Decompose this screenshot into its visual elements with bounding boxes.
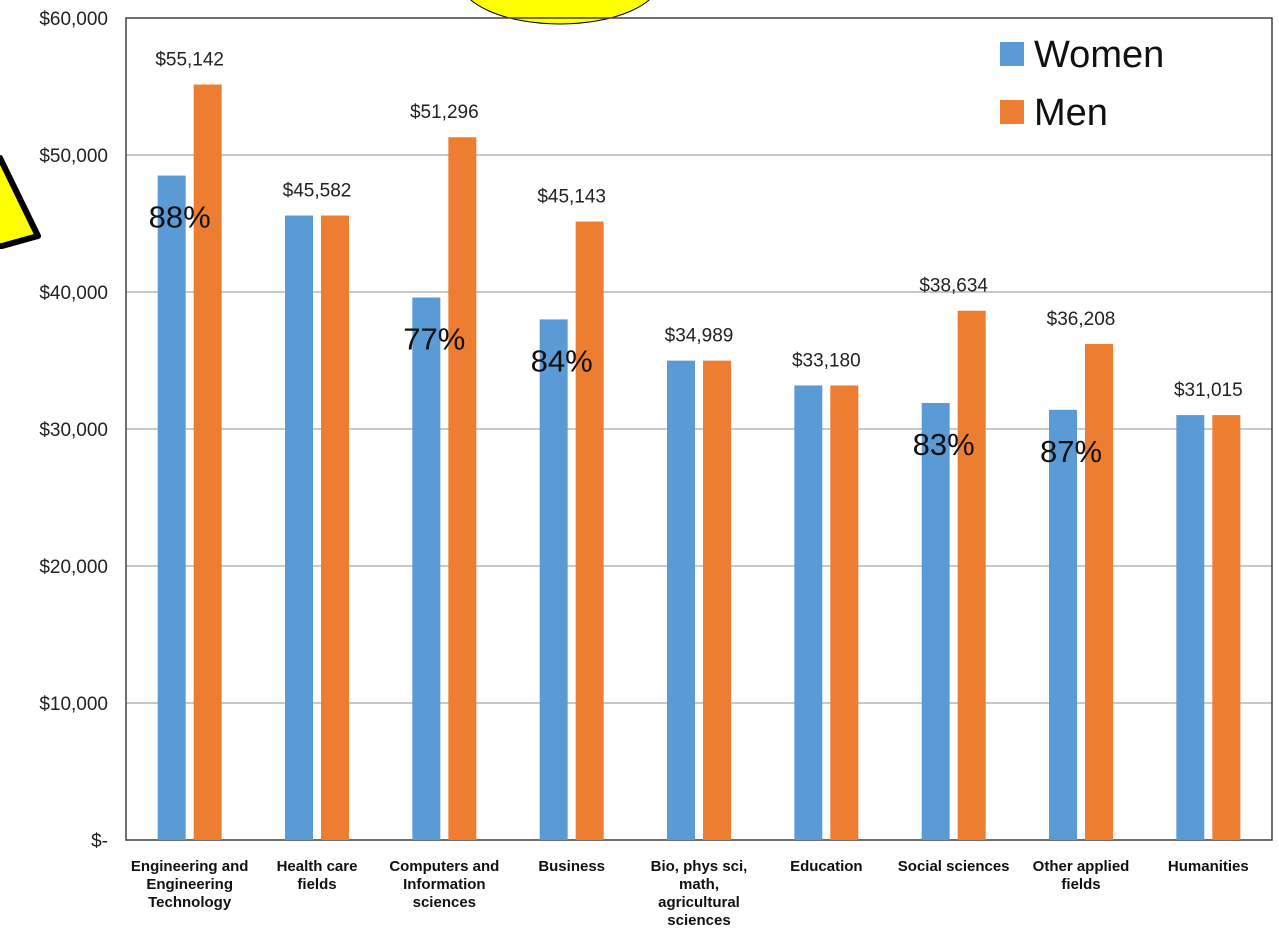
x-tick-label: Business [538, 858, 605, 875]
data-label: $36,208 [1047, 309, 1116, 330]
data-label: $51,296 [410, 102, 479, 123]
y-tick-label: $- [91, 831, 108, 852]
bar-women [1176, 415, 1205, 840]
bar-women [285, 215, 313, 840]
bar-women [539, 319, 568, 840]
bar-men [321, 215, 349, 840]
bar-men [448, 137, 477, 840]
legend: Women Men [1000, 34, 1164, 134]
bar-men [1212, 415, 1241, 840]
gridlines [126, 154, 1272, 704]
ratio-labels: 88% 77% 84% 83% 87% [149, 200, 1102, 469]
legend-label-women: Women [1034, 34, 1164, 76]
x-tick-label: Education [790, 858, 863, 875]
bar-men [193, 84, 222, 840]
data-labels: $55,142 $45,582 $51,296 $45,143 $34,989 $33,1… [155, 50, 1242, 402]
data-label: $45,143 [537, 187, 606, 208]
ratio-label: 77% [403, 321, 465, 356]
y-tick-label: $20,000 [39, 557, 108, 578]
y-axis: $- $10,000 $20,000 $30,000 $40,000 $50,000 $60… [39, 9, 108, 852]
bar-men [957, 310, 986, 840]
ratio-label: 83% [913, 427, 975, 462]
ratio-label: 88% [149, 200, 211, 235]
bar-women [157, 175, 186, 841]
y-tick-label: $30,000 [39, 420, 108, 441]
y-tick-label: $60,000 [39, 9, 108, 30]
data-label: $31,015 [1174, 380, 1243, 401]
bar-women [921, 402, 950, 840]
ratio-label: 87% [1040, 434, 1102, 469]
data-label: $34,989 [665, 326, 734, 347]
plot-area-frame [125, 17, 1273, 841]
y-tick-label: $50,000 [39, 146, 108, 167]
y-tick-label: $10,000 [39, 694, 108, 715]
bar-men [830, 385, 859, 840]
y-tick-label: $40,000 [39, 283, 108, 304]
bar-women [412, 297, 441, 841]
data-label: $33,180 [792, 350, 861, 371]
bar-men [703, 360, 731, 840]
legend-swatch-women [1000, 42, 1024, 66]
bar-men [1085, 343, 1113, 840]
x-tick-label: Computers and Information sciences [389, 858, 499, 911]
x-axis: Engineering and Engineering Technology Heal… [131, 858, 1249, 929]
x-tick-label: Humanities [1168, 858, 1249, 875]
bars [157, 84, 1241, 841]
x-tick-label: Health care fields [277, 858, 358, 893]
x-tick-label: Bio, phys sci, math, agricultural sciences [651, 858, 748, 929]
x-tick-label: Engineering and Engineering Technology [131, 858, 249, 911]
yellow-circle-decoration [470, 0, 650, 25]
bar-women [667, 360, 695, 840]
bar-women [1049, 409, 1077, 840]
legend-label-men: Men [1034, 92, 1108, 134]
bar-men [575, 221, 604, 840]
data-label: $45,582 [283, 181, 352, 202]
legend-swatch-men [1000, 100, 1024, 124]
data-label: $55,142 [155, 50, 224, 71]
x-tick-label: Other applied fields [1033, 858, 1130, 893]
ratio-label: 84% [531, 343, 593, 378]
bar-women [794, 385, 823, 840]
x-tick-label: Social sciences [898, 858, 1010, 875]
warning-sign-decoration [0, 155, 41, 249]
data-label: $38,634 [919, 276, 988, 297]
